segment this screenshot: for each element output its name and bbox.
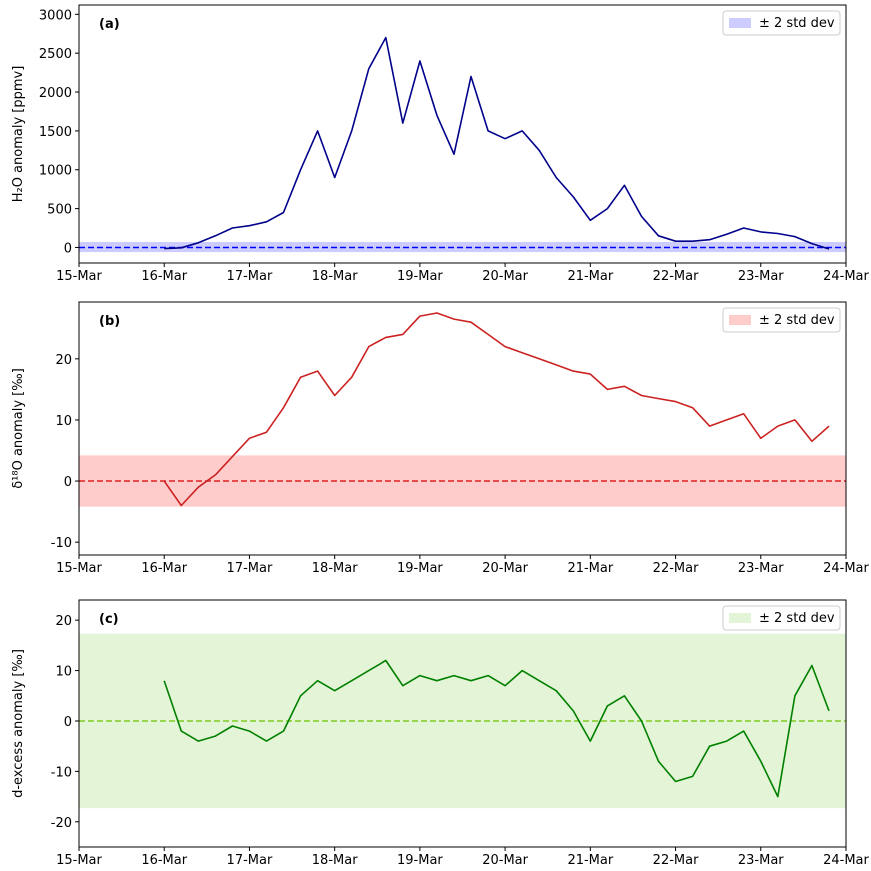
- x-tick-label: 20-Mar: [482, 853, 528, 868]
- y-tick-label: -20: [51, 816, 72, 831]
- y-tick-label: 10: [55, 414, 72, 429]
- x-tick-label: 16-Mar: [141, 269, 187, 284]
- x-tick-label: 22-Mar: [653, 561, 699, 576]
- data-line: [164, 36, 830, 250]
- x-tick-label: 21-Mar: [567, 269, 613, 284]
- y-tick-label: 20: [55, 614, 72, 629]
- x-tick-label: 16-Mar: [141, 561, 187, 576]
- x-tick-label: 24-Mar: [823, 269, 869, 284]
- x-tick-label: 15-Mar: [56, 853, 102, 868]
- data-line: [163, 659, 830, 798]
- plot-area: [79, 312, 846, 507]
- y-tick-label: 10: [55, 665, 72, 680]
- x-tick-label: 23-Mar: [738, 853, 784, 868]
- plot-area: [79, 633, 846, 809]
- panel-label: (c): [99, 612, 119, 627]
- legend-label: ± 2 std dev: [759, 16, 835, 31]
- legend-swatch: [729, 315, 751, 325]
- y-tick-label: 1500: [39, 125, 72, 140]
- x-tick-label: 18-Mar: [312, 561, 358, 576]
- x-tick-label: 17-Mar: [227, 561, 273, 576]
- x-tick-label: 22-Mar: [653, 269, 699, 284]
- x-tick-label: 21-Mar: [567, 853, 613, 868]
- x-tick-label: 15-Mar: [56, 561, 102, 576]
- legend-box: [722, 605, 841, 631]
- data-line: [163, 312, 830, 507]
- y-axis-label: d-excess anomaly [‰]: [11, 649, 26, 798]
- legend-swatch: [729, 18, 751, 28]
- x-tick-label: 20-Mar: [482, 561, 528, 576]
- y-tick-label: 500: [47, 203, 72, 218]
- legend-swatch: [729, 613, 751, 623]
- axes-frame: [78, 301, 847, 556]
- x-tick-label: 19-Mar: [397, 561, 443, 576]
- panel: 15-Mar 16-Mar 17-Mar 18-Mar 19-Mar 20-Mar 21-M…: [11, 4, 870, 284]
- panel-label: (b): [99, 314, 120, 329]
- y-axis-label: δ¹⁸O anomaly [‰]: [11, 368, 26, 489]
- x-tick-label: 18-Mar: [312, 269, 358, 284]
- x-tick-label: 24-Mar: [823, 853, 869, 868]
- legend-box: [722, 10, 841, 36]
- x-tick-label: 20-Mar: [482, 269, 528, 284]
- plot-area: [79, 36, 846, 253]
- x-tick-label: 18-Mar: [312, 853, 358, 868]
- x-tick-label: 21-Mar: [567, 561, 613, 576]
- x-tick-label: 17-Mar: [227, 269, 273, 284]
- y-tick-label: 2500: [39, 47, 72, 62]
- y-tick-label: 0: [64, 241, 72, 256]
- y-tick-label: 20: [55, 353, 72, 368]
- y-tick-label: -10: [51, 765, 72, 780]
- legend-box: [722, 307, 841, 333]
- panel-label: (a): [99, 17, 120, 32]
- x-tick-label: 22-Mar: [653, 853, 699, 868]
- x-tick-label: 19-Mar: [397, 853, 443, 868]
- panel: 15-Mar 16-Mar 17-Mar 18-Mar 19-Mar 20-Mar 21-M…: [11, 301, 870, 576]
- y-tick-label: 2000: [39, 86, 72, 101]
- y-tick-label: 1000: [39, 164, 72, 179]
- y-axis-label: H₂O anomaly [ppmv]: [11, 66, 26, 203]
- panel: 15-Mar 16-Mar 17-Mar 18-Mar 19-Mar 20-Mar 21-M…: [11, 599, 870, 868]
- legend-label: ± 2 std dev: [759, 611, 835, 626]
- axes-frame: [78, 599, 847, 848]
- x-tick-label: 19-Mar: [397, 269, 443, 284]
- y-tick-label: 0: [64, 475, 72, 490]
- x-tick-label: 23-Mar: [738, 269, 784, 284]
- x-tick-label: 24-Mar: [823, 561, 869, 576]
- legend-label: ± 2 std dev: [759, 313, 835, 328]
- y-tick-label: -10: [51, 536, 72, 551]
- x-tick-label: 16-Mar: [141, 853, 187, 868]
- x-tick-label: 17-Mar: [227, 853, 273, 868]
- y-tick-label: 3000: [39, 8, 72, 23]
- axes-frame: [78, 4, 847, 264]
- x-tick-label: 15-Mar: [56, 269, 102, 284]
- x-tick-label: 23-Mar: [738, 561, 784, 576]
- y-tick-label: 0: [64, 715, 72, 730]
